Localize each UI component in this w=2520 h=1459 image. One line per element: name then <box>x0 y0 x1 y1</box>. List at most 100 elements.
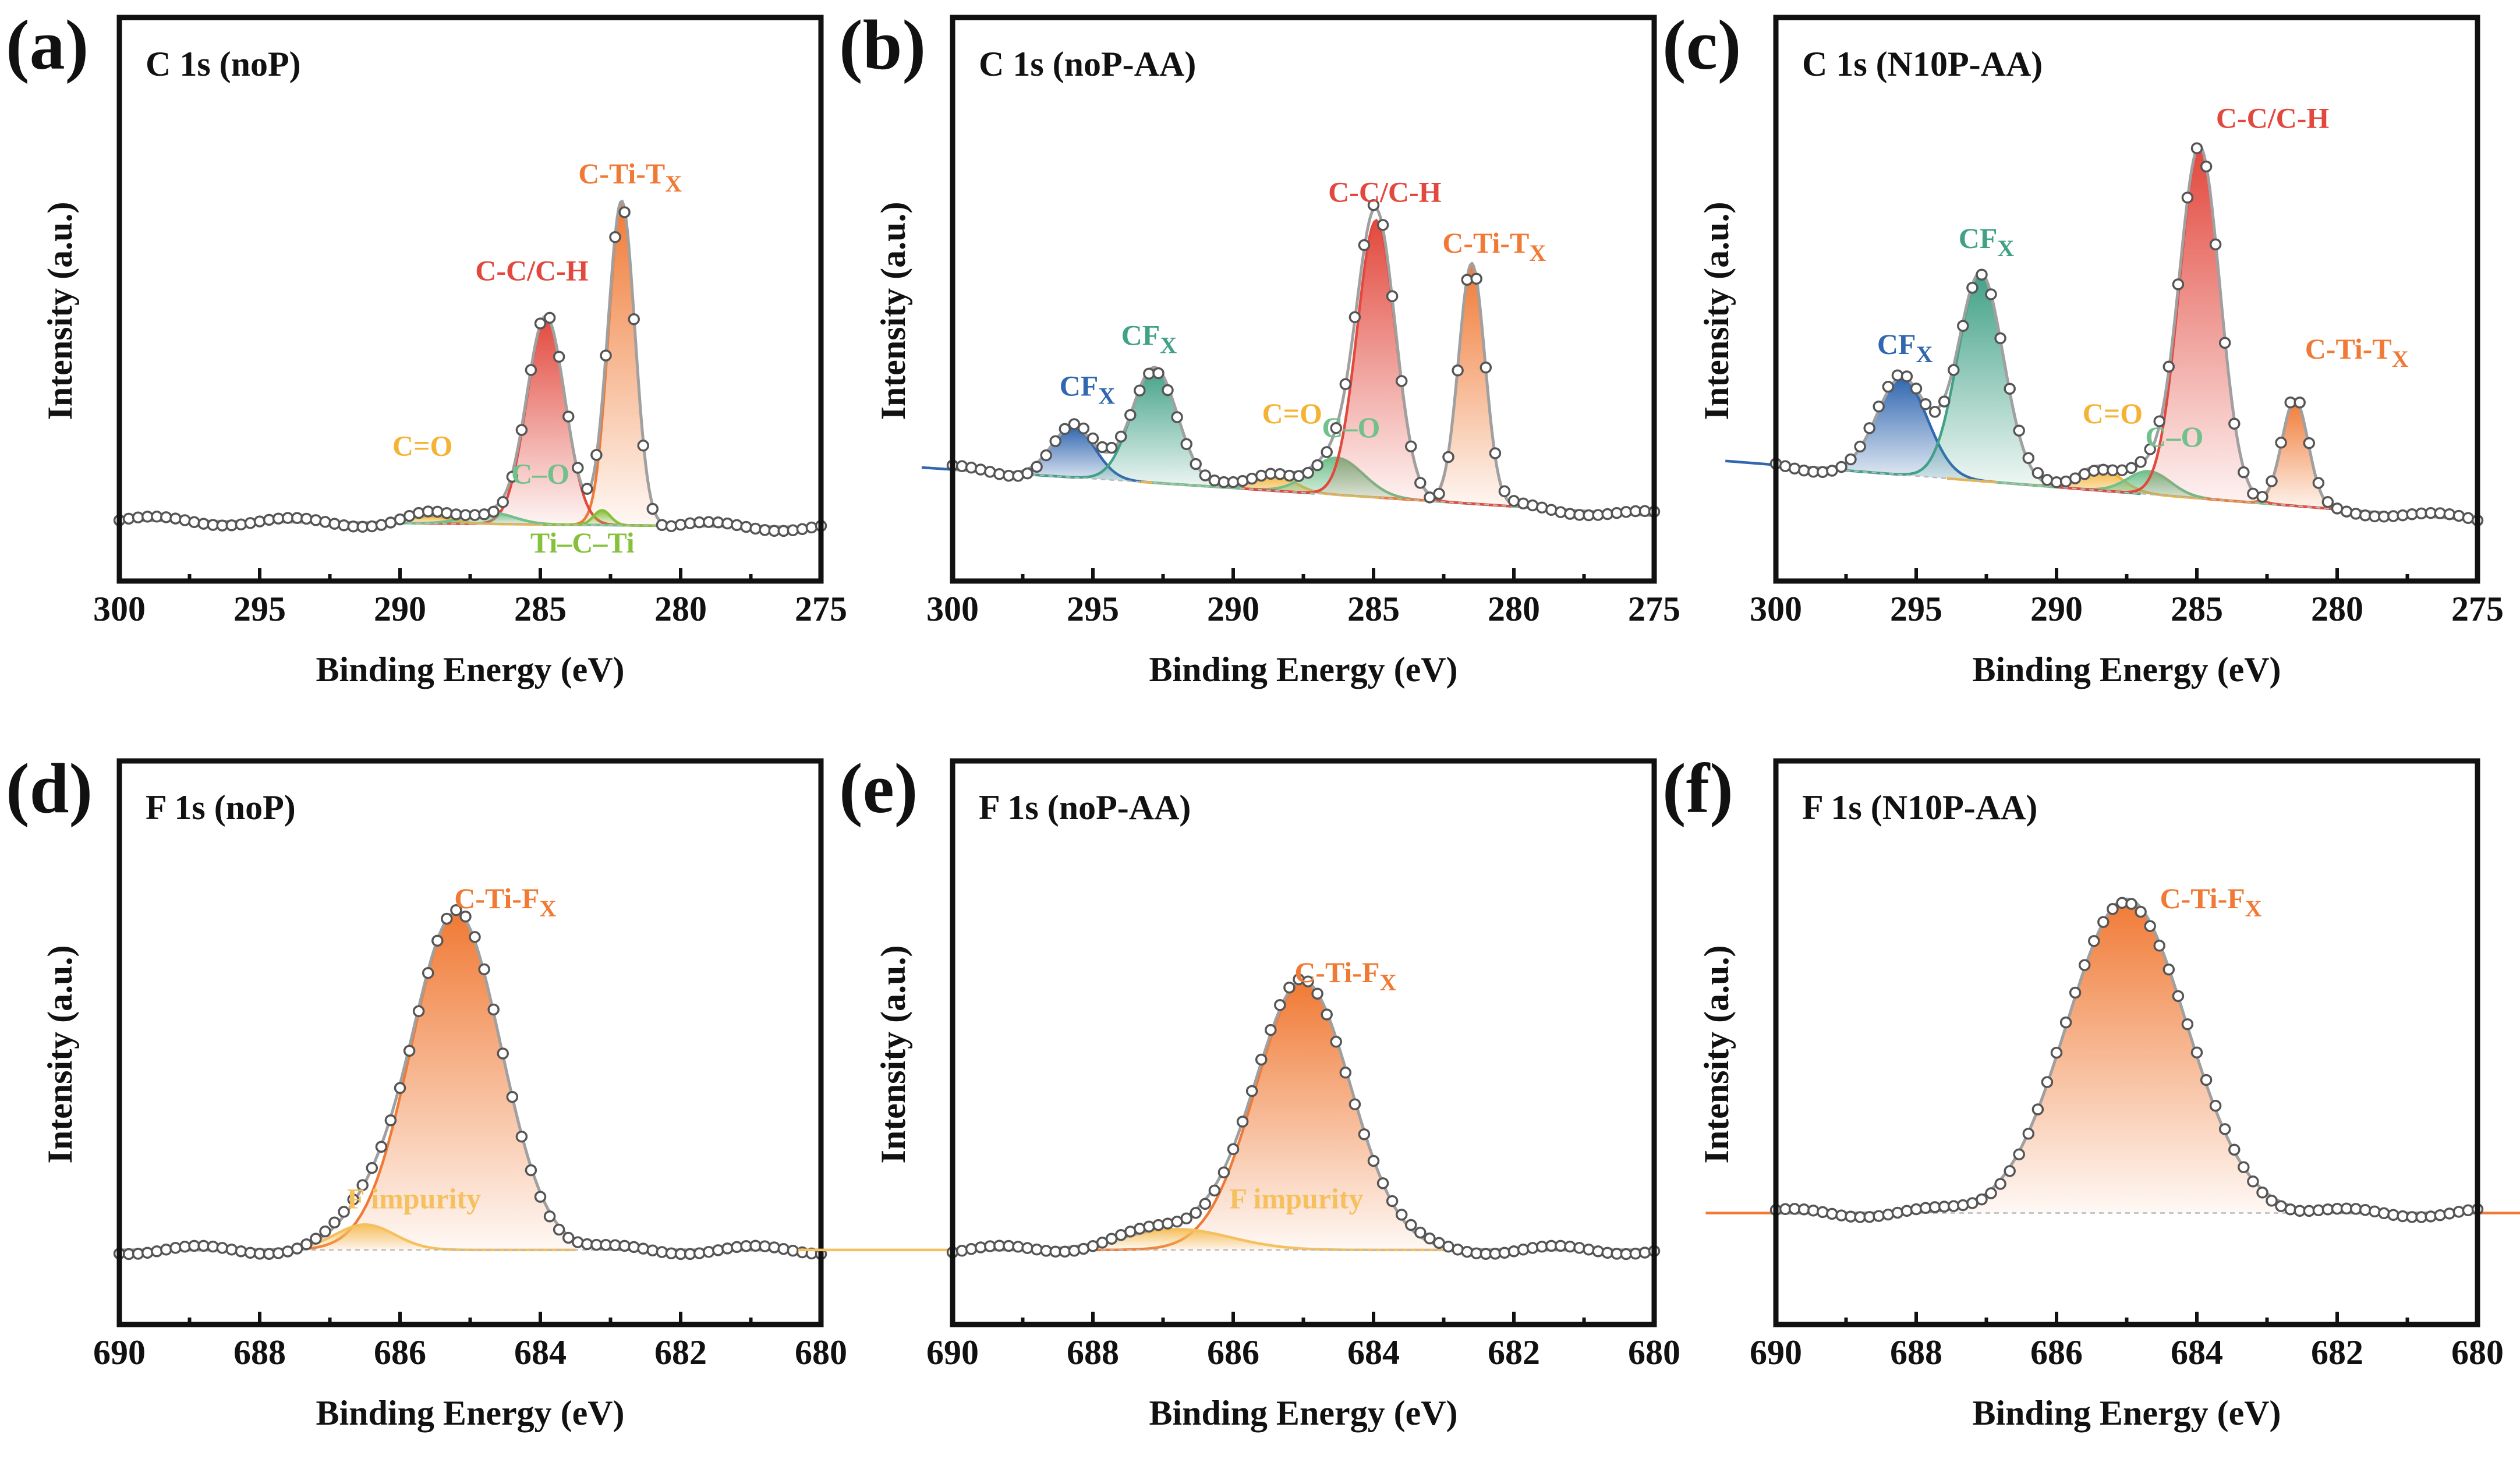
data-point <box>581 483 593 495</box>
data-point <box>731 519 743 532</box>
y-axis-label: Intensity (a.u.) <box>1697 945 1736 1163</box>
data-point <box>1227 1143 1240 1156</box>
data-point <box>2349 1203 2362 1215</box>
peak-label: C–O <box>511 457 569 490</box>
panel-title: C 1s (noP-AA) <box>979 45 1196 83</box>
data-point <box>740 520 752 533</box>
data-point <box>2181 1018 2194 1030</box>
data-point <box>1957 320 1969 332</box>
peak-label: C=O <box>1262 397 1322 430</box>
data-point <box>1199 1198 1212 1210</box>
data-point <box>2387 1209 2399 1221</box>
data-point <box>375 1141 388 1153</box>
peak-fill-c-o <box>1947 467 2250 502</box>
data-point <box>749 522 762 535</box>
data-point <box>347 1193 359 1206</box>
data-point <box>1021 467 1034 480</box>
data-point <box>2349 508 2362 520</box>
data-point <box>1376 1177 1389 1189</box>
data-point <box>1863 422 1875 434</box>
data-point <box>384 1114 397 1127</box>
data-point <box>1180 1212 1192 1225</box>
data-point <box>2144 443 2156 455</box>
peak-label: CFX <box>1121 318 1177 358</box>
data-point <box>1395 375 1408 387</box>
data-point <box>1405 440 1417 452</box>
data-point <box>618 1240 631 1252</box>
data-point <box>497 496 509 508</box>
data-point <box>366 1161 378 1174</box>
data-point <box>244 517 257 529</box>
data-point <box>1592 509 1604 521</box>
data-point <box>1480 362 1492 374</box>
y-axis-label: Intensity (a.u.) <box>41 945 79 1163</box>
x-tick-label: 682 <box>1488 1333 1540 1372</box>
data-point <box>422 966 434 979</box>
peak-label: C-Ti-TX <box>2305 332 2409 372</box>
data-point <box>2013 424 2025 437</box>
peak-fill-cfx <box>1821 273 2141 494</box>
data-point <box>1817 1206 1829 1219</box>
y-axis-label: Intensity (a.u.) <box>874 945 912 1163</box>
peak-fill-c-ti-fx <box>140 913 772 1250</box>
x-tick-label: 690 <box>93 1333 146 1372</box>
data-point <box>478 963 490 976</box>
data-point <box>712 1244 724 1256</box>
peak-fill-c-o <box>1140 474 1410 500</box>
data-point <box>1208 1184 1221 1197</box>
peak-curve <box>798 1227 1556 1252</box>
x-tick-label: 688 <box>233 1333 286 1372</box>
data-point <box>2059 1016 2072 1029</box>
data-point <box>768 1241 780 1253</box>
data-point <box>2209 1100 2222 1112</box>
data-point <box>2321 495 2334 508</box>
data-point <box>291 1242 303 1255</box>
data-point <box>403 1044 416 1057</box>
data-point <box>1928 406 1941 418</box>
peak-label: CFX <box>1060 370 1116 409</box>
x-tick-label: 295 <box>1067 590 1119 628</box>
data-point <box>1358 239 1371 252</box>
x-tick-label: 275 <box>795 590 847 628</box>
data-point <box>244 1246 257 1259</box>
data-point <box>674 519 687 531</box>
data-point <box>2004 1165 2016 1177</box>
data-point <box>600 349 612 362</box>
peak-curve <box>543 509 661 527</box>
data-point <box>1386 290 1399 303</box>
peak-label: CFX <box>1959 222 2015 261</box>
data-point <box>2181 192 2194 204</box>
data-point <box>1274 468 1286 480</box>
x-tick-label: 300 <box>93 590 146 628</box>
data-point <box>2238 1161 2250 1173</box>
data-point <box>1236 1116 1249 1128</box>
x-tick-label: 300 <box>926 590 979 628</box>
data-point <box>1321 446 1333 458</box>
data-point <box>2284 1203 2296 1216</box>
data-point <box>338 519 350 532</box>
data-point <box>1873 1210 1885 1222</box>
data-point <box>2256 1187 2268 1199</box>
x-axis-label: Binding Energy (eV) <box>316 1394 624 1432</box>
data-point <box>1367 199 1380 211</box>
data-point <box>2190 142 2203 154</box>
data-point <box>272 1247 285 1259</box>
x-tick-label: 280 <box>654 590 707 628</box>
data-point <box>2238 466 2250 479</box>
data-point <box>2172 990 2185 1003</box>
x-tick-label: 280 <box>1488 590 1540 628</box>
data-point <box>1994 332 2006 345</box>
data-point <box>506 1090 519 1103</box>
x-tick-label: 680 <box>1628 1333 1680 1372</box>
data-point <box>1180 438 1192 451</box>
data-point <box>590 449 603 461</box>
data-point <box>777 1242 790 1255</box>
peak-label: C–O <box>2145 420 2203 453</box>
data-point <box>974 463 987 476</box>
peak-fill-c-ti-tx <box>529 202 714 526</box>
data-point <box>207 1240 219 1253</box>
data-point <box>1086 432 1099 445</box>
data-point <box>1339 378 1352 391</box>
data-point <box>441 912 453 925</box>
data-point <box>1507 1245 1520 1258</box>
